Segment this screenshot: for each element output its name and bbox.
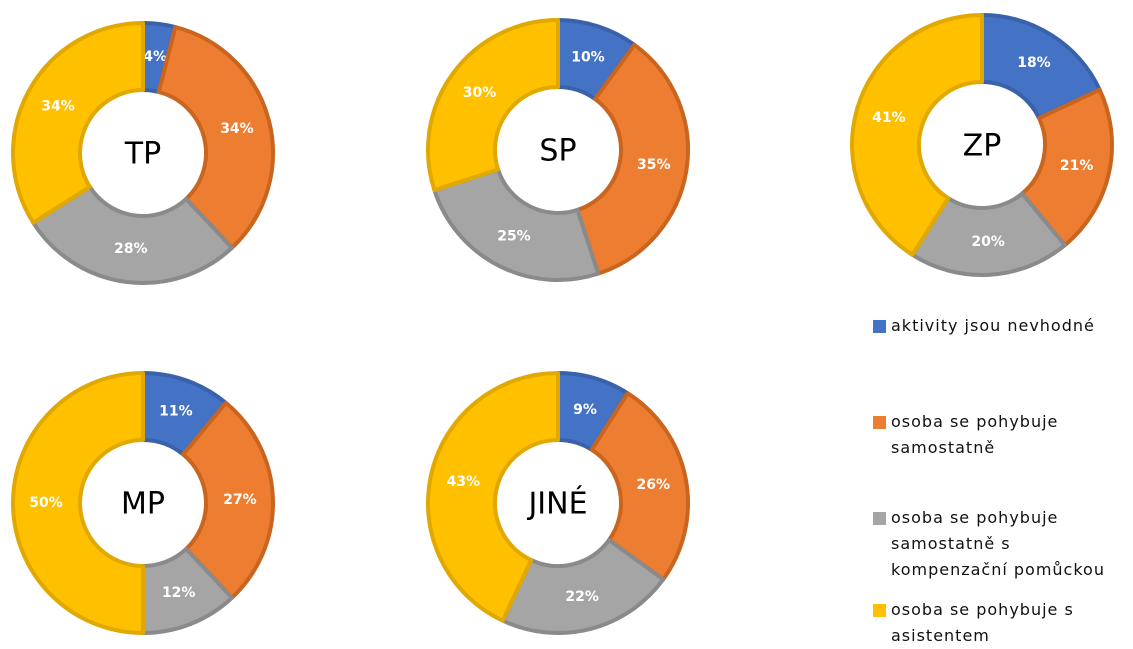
legend-label: osoba se pohybuje samostatně s kompenzač… xyxy=(891,508,1105,579)
donut-slice xyxy=(11,371,145,635)
legend-swatch xyxy=(873,416,886,429)
donut-slice xyxy=(426,18,560,193)
donut-title: TP xyxy=(124,137,161,172)
data-label: 50% xyxy=(29,495,63,511)
data-label: 4% xyxy=(143,49,167,65)
data-label: 30% xyxy=(463,85,497,101)
legend-item: aktivity jsou nevhodné xyxy=(873,313,1131,339)
legend-swatch xyxy=(873,320,886,333)
donut-title: ZP xyxy=(963,129,1002,164)
donut-slice xyxy=(11,21,145,225)
data-label: 43% xyxy=(447,474,481,490)
data-label: 9% xyxy=(573,402,597,418)
donut-slice xyxy=(432,167,601,282)
donut-slice xyxy=(181,400,275,600)
legend-item: osoba se pohybuje samostatně s kompenzač… xyxy=(873,505,1131,583)
legend-label: osoba se pohybuje s asistentem xyxy=(891,600,1074,645)
data-label: 41% xyxy=(872,110,906,126)
legend-swatch xyxy=(873,604,886,617)
donut-slice xyxy=(589,391,690,582)
data-label: 18% xyxy=(1017,55,1051,71)
data-label: 20% xyxy=(971,234,1005,250)
donut-slice xyxy=(850,13,984,257)
legend-label: osoba se pohybuje samostatně xyxy=(891,412,1059,457)
data-label: 11% xyxy=(159,404,193,420)
data-label: 34% xyxy=(41,98,75,114)
legend-item: osoba se pohybuje s asistentem xyxy=(873,597,1131,649)
donut-slice xyxy=(426,371,560,623)
data-label: 10% xyxy=(571,50,605,66)
data-label: 25% xyxy=(497,228,531,244)
data-label: 35% xyxy=(637,157,671,173)
donut-title: JINÉ xyxy=(526,486,587,522)
data-label: 22% xyxy=(565,589,599,605)
data-label: 26% xyxy=(637,477,671,493)
legend-item: osoba se pohybuje samostatně xyxy=(873,409,1131,461)
data-label: 12% xyxy=(162,585,196,601)
data-label: 21% xyxy=(1060,158,1094,174)
donut-slice xyxy=(1020,87,1114,248)
legend-swatch xyxy=(873,512,886,525)
donut-title: MP xyxy=(121,487,165,522)
donut-title: SP xyxy=(539,134,576,169)
legend-label: aktivity jsou nevhodné xyxy=(891,316,1095,335)
donut-slice xyxy=(910,191,1067,277)
donut-slice xyxy=(980,13,1102,121)
donut-slice xyxy=(575,42,690,276)
data-label: 27% xyxy=(223,492,257,508)
data-label: 28% xyxy=(114,241,148,257)
donut-slice xyxy=(31,184,234,285)
data-label: 34% xyxy=(220,121,254,137)
donut-slice xyxy=(500,538,666,635)
donut-slice xyxy=(156,25,275,250)
